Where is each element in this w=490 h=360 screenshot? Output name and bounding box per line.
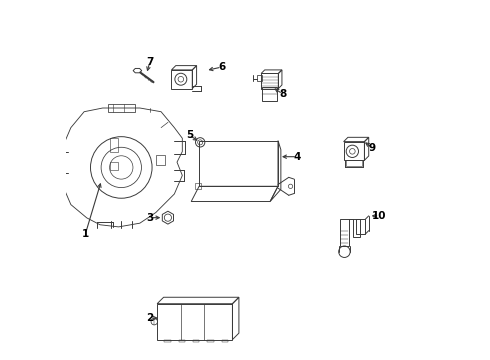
Bar: [193, 339, 199, 342]
Text: 1: 1: [82, 229, 89, 239]
Bar: [257, 75, 262, 81]
Bar: [221, 339, 228, 342]
Bar: [195, 183, 201, 189]
Bar: [262, 87, 277, 101]
Bar: [179, 339, 185, 342]
Bar: [164, 339, 171, 342]
Bar: [261, 73, 278, 89]
Bar: [156, 155, 165, 165]
Text: 4: 4: [294, 152, 301, 162]
Bar: [157, 304, 232, 339]
Bar: [207, 339, 214, 342]
Text: 7: 7: [147, 57, 154, 67]
Bar: [110, 138, 118, 152]
Text: 3: 3: [147, 213, 153, 222]
Bar: [108, 104, 135, 112]
Text: 8: 8: [279, 89, 286, 99]
Bar: [110, 162, 118, 170]
Text: 2: 2: [147, 313, 153, 323]
Text: 9: 9: [369, 143, 376, 153]
Bar: [172, 70, 192, 89]
Bar: [346, 160, 362, 166]
Text: 10: 10: [372, 211, 387, 221]
Bar: [343, 141, 365, 160]
Text: 6: 6: [218, 62, 225, 72]
Text: 5: 5: [186, 130, 193, 140]
